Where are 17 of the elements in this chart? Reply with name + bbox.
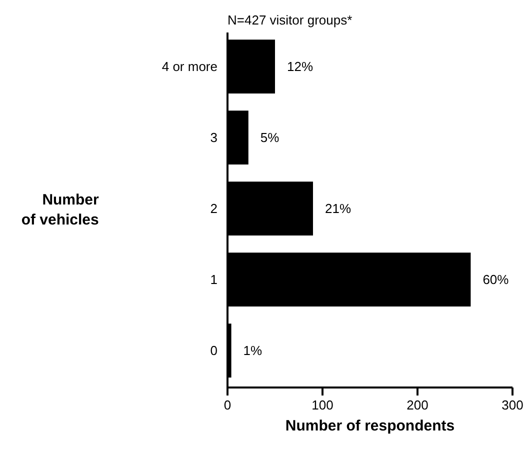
y-axis-title: Number of vehicles (21, 191, 100, 229)
annotation: 12% (287, 59, 314, 74)
chart-title: N=427 visitor groups* (228, 12, 352, 28)
annotation: 5% (260, 130, 280, 146)
y-tick-label: 3 (210, 130, 218, 146)
y-tick-label: 0 (210, 343, 218, 358)
annotation: 21% (325, 201, 352, 216)
y-tick-label: 2 (210, 201, 218, 216)
y-tick-label: 1 (210, 272, 218, 288)
annotation: 60% (482, 272, 510, 288)
y-tick-label: 4 or more (162, 59, 218, 74)
annotation: 1% (243, 343, 263, 358)
x-tick-label: 200 (406, 398, 428, 412)
x-tick-label: 0 (224, 398, 232, 412)
x-tick-label: 300 (502, 398, 524, 412)
x-tick-label: 100 (312, 398, 334, 412)
x-axis-title: Number of respondents (285, 418, 455, 434)
